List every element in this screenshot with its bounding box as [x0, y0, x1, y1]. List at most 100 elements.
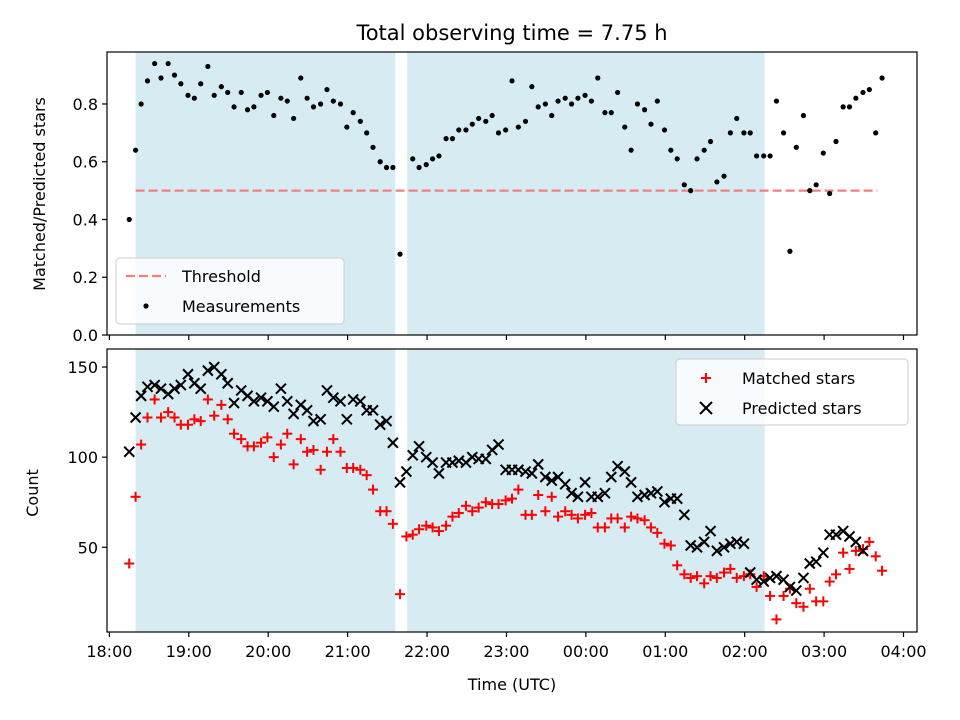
matched-star-point: [731, 572, 742, 583]
measurement-point: [310, 104, 317, 110]
matched-star-point: [870, 551, 881, 562]
x-tick-label: 04:00: [880, 642, 926, 661]
matched-star-point: [645, 522, 656, 533]
measurement-point: [787, 248, 793, 254]
predicted-star-point: [433, 467, 445, 480]
matched-star-point: [268, 452, 279, 463]
predicted-star-point: [275, 382, 287, 395]
measurement-point: [144, 78, 151, 84]
matched-star-point: [136, 439, 147, 450]
legend-measurements-label: Measurements: [182, 297, 300, 316]
measurement-point: [205, 63, 211, 70]
matched-star-point: [493, 499, 504, 510]
matched-star-point: [149, 394, 160, 405]
matched-star-point: [302, 446, 313, 457]
predicted-star-point: [380, 415, 393, 427]
measurement-point: [741, 130, 747, 136]
x-tick-label: 01:00: [642, 642, 688, 661]
matched-star-point: [368, 484, 379, 495]
x-axis-label: Time (UTC): [467, 675, 556, 694]
matched-star-point: [619, 522, 630, 533]
matched-star-point: [858, 544, 868, 555]
matched-star-point: [142, 412, 153, 423]
bottom-y-axis-label: Count: [23, 469, 42, 517]
legend-measurements-swatch: [143, 303, 149, 309]
top-legend-box: [115, 257, 345, 325]
measurement-point: [780, 130, 787, 136]
predicted-star-point: [175, 379, 187, 391]
matched-star-point: [632, 513, 643, 524]
measurement-point: [370, 144, 376, 150]
predicted-star-point: [545, 474, 558, 487]
measurement-point: [701, 147, 707, 153]
predicted-star-point: [605, 471, 617, 483]
matched-star-point: [699, 578, 710, 589]
measurement-point: [126, 216, 132, 223]
measurement-point: [515, 124, 521, 130]
matched-star-point: [507, 493, 517, 504]
matched-star-point: [844, 563, 855, 574]
predicted-star-point: [215, 368, 228, 380]
matched-star-point: [433, 526, 444, 537]
predicted-star-point: [625, 476, 637, 489]
matched-star-point: [348, 462, 359, 473]
measurement-point: [171, 72, 178, 78]
matched-star-point: [665, 540, 676, 551]
measurement-point: [390, 164, 396, 171]
predicted-star-point: [367, 404, 379, 416]
legend-predicted-swatch: [699, 401, 713, 415]
measurement-point: [158, 75, 164, 81]
predicted-star-point: [407, 449, 419, 462]
bottom-axes-frame: [106, 348, 918, 633]
measurement-point: [761, 153, 767, 159]
predicted-star-point: [579, 476, 591, 489]
top-y-tick-label: 0.2: [73, 268, 98, 287]
measurement-point: [840, 104, 846, 110]
predicted-star-point: [129, 411, 142, 424]
bottom-shaded-span-0: [135, 349, 396, 632]
measurement-point: [383, 164, 390, 171]
matched-star-point: [850, 545, 861, 556]
matched-star-point: [679, 569, 690, 580]
predicted-star-point: [532, 458, 544, 471]
measurement-point: [588, 98, 595, 104]
matched-star-point: [566, 509, 577, 520]
measurement-point: [211, 92, 217, 98]
matched-star-point: [229, 428, 240, 439]
measurement-point: [198, 81, 204, 87]
predicted-star-point: [738, 537, 750, 550]
predicted-star-point: [850, 536, 862, 548]
measurement-point: [132, 147, 139, 153]
matched-star-point: [441, 520, 452, 531]
measurement-point: [688, 188, 694, 194]
matched-star-point: [328, 434, 339, 445]
matched-star-point: [639, 515, 650, 526]
x-tick-label: 20:00: [245, 642, 291, 661]
measurement-point: [860, 89, 866, 96]
measurement-point: [535, 104, 541, 110]
matched-star-point: [321, 446, 332, 457]
predicted-star-point: [135, 390, 147, 402]
matched-star-point: [216, 399, 227, 410]
top-y-tick-label: 0.6: [73, 153, 98, 172]
bottom-series-1: [123, 361, 869, 597]
measurement-point: [555, 98, 561, 104]
measurement-point: [681, 182, 687, 188]
matched-star-point: [381, 506, 392, 517]
measurement-point: [800, 112, 807, 119]
measurement-point: [628, 147, 634, 153]
measurement-point: [879, 75, 885, 81]
matched-star-point: [473, 502, 484, 513]
matched-star-point: [262, 432, 273, 443]
predicted-star-point: [684, 539, 697, 552]
matched-star-point: [467, 506, 478, 517]
matched-star-point: [401, 531, 412, 542]
measurement-point: [773, 98, 780, 104]
predicted-star-point: [857, 545, 869, 557]
matched-star-point: [189, 414, 200, 425]
predicted-star-point: [817, 546, 830, 559]
predicted-star-point: [764, 572, 776, 584]
matched-star-point: [751, 581, 762, 592]
x-tick-label: 00:00: [563, 642, 609, 661]
